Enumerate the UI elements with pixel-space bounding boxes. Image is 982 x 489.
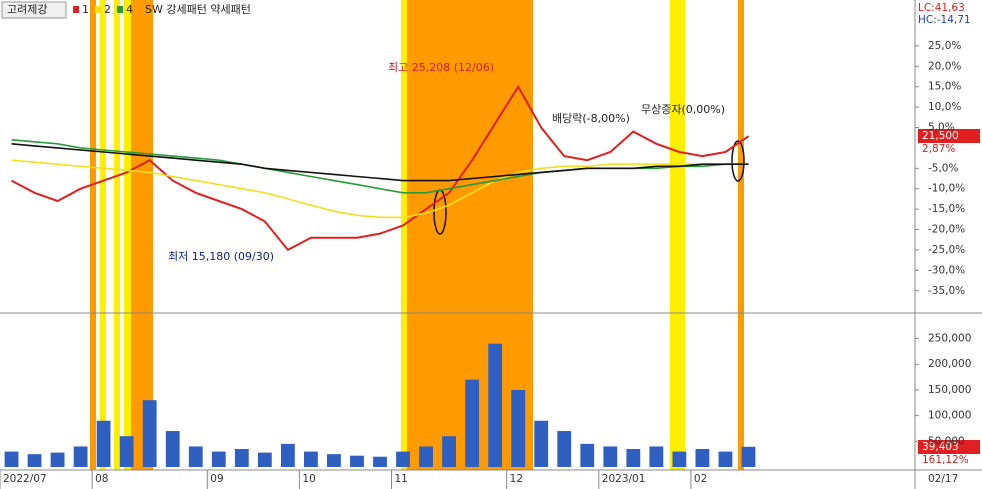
volume-bar [557, 431, 572, 467]
volume-bar [488, 343, 503, 467]
x-tick-label: 09 [210, 473, 223, 485]
volume-bar [165, 431, 180, 467]
series-line [11, 84, 750, 252]
volume-bar [695, 449, 710, 467]
legend-swatch [73, 6, 79, 13]
volume-bar [741, 446, 756, 467]
x-tick-label: 2023/01 [602, 473, 646, 485]
volume-bar [718, 451, 733, 467]
y-tick-label: 15,0% [928, 81, 961, 93]
legend-label: 4 [126, 3, 133, 16]
volume-bar [73, 446, 88, 467]
volume-bar [257, 452, 272, 467]
volume-bar [649, 446, 664, 467]
volume-bar [580, 443, 595, 467]
last-date: 02/17 [928, 473, 958, 485]
chart-title: 고려제강 [7, 3, 47, 16]
y-tick-label: -30,0% [928, 264, 965, 276]
x-tick-label: 02 [694, 473, 707, 485]
signal-band [114, 0, 120, 470]
x-tick-label: 2022/07 [3, 473, 47, 485]
volume-bar [419, 446, 433, 467]
y-tick-label: 25,0% [928, 40, 961, 52]
volume-bar [119, 436, 134, 467]
volume-bar [280, 443, 295, 467]
volume-bar [603, 446, 618, 467]
volume-bar [142, 400, 157, 467]
volume-bar [188, 446, 203, 467]
x-tick-label: 08 [95, 473, 108, 485]
legend-swatch [117, 6, 123, 13]
y-tick-label: -15,0% [928, 203, 965, 215]
bonus-annotation: 무상증자(0,00%) [641, 103, 725, 116]
y-tick-label: 50,000 [928, 435, 965, 447]
x-tick-label: 12 [510, 473, 523, 485]
signal-band [670, 0, 685, 470]
legend-label: 2 [104, 3, 111, 16]
y-tick-label: 250,000 [928, 333, 971, 345]
lc-label: LC:41,63 [918, 2, 965, 14]
x-tick-label: 10 [302, 473, 315, 485]
hc-label: HC:-14,71 [918, 14, 971, 26]
high-annotation: 최고 25,208 (12/06) [388, 61, 494, 74]
title-box [1, 1, 67, 19]
y-tick-label: 10,0% [928, 101, 961, 113]
low-annotation: 최저 15,180 (09/30) [168, 250, 274, 263]
volume-bar [373, 456, 387, 467]
volume-bar [234, 449, 249, 467]
volume-ratio-label: 161,12% [922, 454, 969, 466]
y-tick-label: 100,000 [928, 410, 971, 422]
volume-bar [27, 454, 42, 467]
legend-swatch [95, 6, 101, 13]
y-tick-label: -35,0% [928, 285, 965, 297]
volume-bar [465, 379, 480, 467]
volume-bar [534, 420, 549, 467]
volume-bar [396, 451, 410, 467]
volume-bar [511, 389, 526, 467]
signal-band [401, 0, 407, 470]
signal-band [90, 0, 96, 470]
signal-band [738, 0, 744, 470]
series-line [11, 143, 749, 182]
volume-bar [50, 452, 65, 467]
price-label: 21,500 [922, 130, 959, 142]
volume-bar [4, 451, 19, 467]
y-tick-label: -5,0% [928, 162, 958, 174]
y-tick-label: 5,0% [928, 122, 955, 134]
volume-bar [211, 451, 226, 467]
volume-bar [350, 455, 364, 467]
volume-bar [96, 420, 111, 467]
signal-band [100, 0, 106, 470]
legend-label: 1 [82, 3, 89, 16]
y-tick-label: 20,0% [928, 60, 961, 72]
y-tick-label: -20,0% [928, 224, 965, 236]
series-line [11, 159, 749, 219]
signal-band [124, 0, 131, 470]
y-tick-label: 150,000 [928, 384, 971, 396]
y-tick-label: -25,0% [928, 244, 965, 256]
volume-bar [672, 451, 687, 467]
y-tick-label: -10,0% [928, 183, 965, 195]
signal-bands [90, 0, 744, 470]
volume-bar [442, 436, 456, 467]
change-label: 2,87% [922, 143, 955, 155]
signal-band [131, 0, 153, 470]
cross-marker [731, 140, 745, 182]
dividend-annotation: 배당락(-8,00%) [552, 112, 630, 125]
y-tick-label: 200,000 [928, 358, 971, 370]
volume-label: 39,403 [922, 441, 959, 453]
price-box [918, 129, 980, 143]
volume-box [918, 440, 980, 454]
volume-bar [327, 454, 341, 467]
x-tick-label: 11 [395, 473, 408, 485]
volume-bar [304, 451, 318, 467]
legend-pattern: SW 강세패턴 약세패턴 [145, 2, 251, 16]
volume-bar [626, 449, 641, 467]
